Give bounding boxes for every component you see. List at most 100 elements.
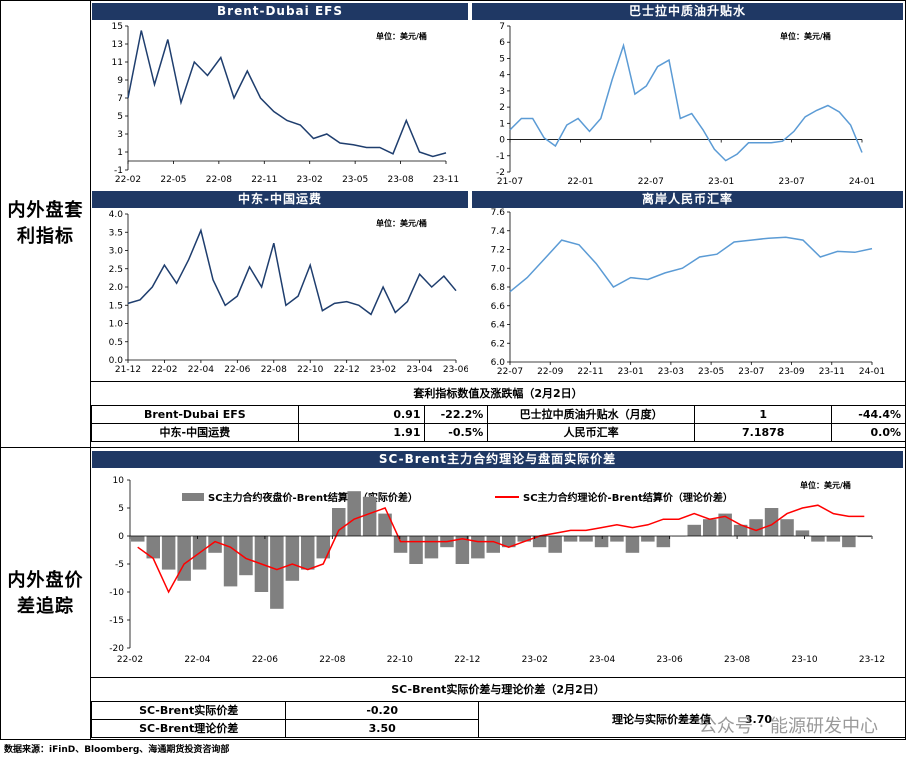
x-tick-label: 23-04 [406, 365, 432, 375]
y-tick-label: 13 [112, 40, 123, 50]
x-tick-label: 23-08 [387, 175, 413, 185]
x-tick-label: 23-06 [657, 655, 683, 665]
bar [486, 536, 500, 553]
y-tick-label: 3 [117, 130, 123, 140]
table-cell: 1.91 [297, 423, 426, 442]
x-tick-label: 23-09 [778, 367, 804, 377]
sc-chart: -20 -15 -10 -5 0 5 10 22-02 22-04 22-06 22-08 22-10… [109, 476, 885, 665]
bar [625, 536, 640, 553]
bar [270, 536, 284, 609]
basrah-chart: -2 -1 0 1 2 3 4 5 6 7 21-07 22-01 22-07 23-01 23-07 24-… [496, 22, 875, 187]
basrah-unit-label: 单位：美元/桶 [780, 32, 831, 41]
spread-table: SC-Brent实际价差 -0.20 理论与实际价差差值 3.70 SC-Bre… [90, 701, 906, 738]
x-tick-label: 22-10 [387, 655, 413, 665]
y-tick-label: -5 [115, 560, 124, 570]
y-tick-label: 5 [118, 504, 124, 514]
bar [347, 491, 361, 536]
x-tick-label: 23-07 [779, 177, 805, 187]
y-tick-label: 9 [117, 76, 123, 86]
watermark: 公众号 · 能源研发中心 [698, 716, 878, 737]
y-tick-label: 7 [117, 94, 123, 104]
sc-legend-line-label: SC主力合约理论价-Brent结算价（理论价差） [523, 493, 733, 504]
x-tick-label: 23-02 [370, 365, 396, 375]
y-tick-label: 1.5 [109, 301, 123, 311]
bar [641, 536, 655, 542]
bar [455, 536, 470, 564]
x-tick-label: 22-11 [251, 175, 277, 185]
table-cell: -22.2% [424, 405, 489, 424]
y-tick-label: 7.0 [491, 264, 506, 274]
bar [177, 536, 191, 581]
y-tick-label: 1 [499, 119, 505, 129]
x-tick-label: 22-05 [160, 175, 186, 185]
y-tick-label: 0 [499, 136, 505, 146]
section-label-spread-text: 内外盘价 差追踪 [7, 570, 84, 617]
bar [780, 519, 794, 536]
x-tick-label: 22-12 [334, 365, 360, 375]
y-tick-label: 6.8 [491, 283, 506, 293]
y-tick-label: 7.2 [491, 246, 505, 256]
efs-unit-label: 单位：美元/桶 [376, 32, 427, 41]
x-tick-label: 22-08 [319, 655, 345, 665]
table-cell: 1 [694, 405, 833, 424]
arbitrage-table: Brent-Dubai EFS 0.91 -22.2% 巴士拉中质油升贴水（月度… [91, 405, 906, 442]
bar [393, 536, 408, 553]
y-tick-label: 2.0 [109, 283, 124, 293]
table-cell: -0.20 [285, 701, 480, 720]
x-tick-label: 22-09 [537, 367, 563, 377]
bar [517, 536, 531, 542]
x-tick-label: 23-10 [791, 655, 817, 665]
table-cell: SC-Brent理论价差 [90, 719, 287, 738]
y-tick-label: 0 [118, 532, 124, 542]
bar [610, 536, 624, 542]
freight-chart-title: 中东-中国运费 [92, 191, 468, 208]
basrah-chart-title: 巴士拉中质油升贴水 [472, 3, 903, 20]
freight-chart: 0.0 0.5 1.0 1.5 2.0 2.5 3.0 3.5 4.0 21-12 22-02 22-… [109, 210, 468, 375]
y-tick-label: 6.6 [491, 302, 506, 312]
x-tick-label: 22-07 [638, 177, 664, 187]
y-tick-label: 7.6 [491, 208, 506, 218]
section-label-arbitrage: 内外盘套 利指标 [1, 0, 90, 447]
section-divider [0, 447, 906, 448]
x-tick-label: 22-10 [297, 365, 323, 375]
freight-unit-label: 单位：美元/桶 [376, 219, 427, 228]
x-tick-label: 23-02 [522, 655, 548, 665]
bar [733, 524, 748, 536]
y-tick-label: 5 [499, 54, 505, 64]
x-tick-label: 22-12 [454, 655, 480, 665]
sc-legend-bar-label: SC主力合约夜盘价-Brent结算价（实际价差） [208, 493, 418, 504]
table-cell: 7.1878 [694, 423, 833, 442]
x-tick-label: 22-01 [567, 177, 593, 187]
table2-title: SC-Brent实际价差与理论价差（2月2日） [391, 683, 605, 696]
x-tick-label: 21-12 [115, 365, 141, 375]
x-tick-label: 24-01 [859, 367, 885, 377]
x-tick-label: 23-01 [618, 367, 644, 377]
y-tick-label: 15 [112, 22, 123, 32]
bar [502, 536, 516, 548]
y-tick-label: 0.5 [109, 338, 123, 348]
table-row: 中东-中国运费 1.91 -0.5% 人民币汇率 7.1878 0.0% [91, 423, 906, 442]
series-line [509, 42, 863, 162]
series-line [509, 236, 873, 293]
bar [749, 519, 763, 536]
bar [563, 536, 578, 542]
sc-legend-line-swatch [495, 495, 519, 498]
table-cell: 理论与实际价差差值 3.70 [478, 701, 906, 738]
bar [579, 536, 593, 542]
x-tick-label: 22-02 [115, 175, 141, 185]
bar [378, 513, 392, 536]
y-tick-label: 6.2 [491, 339, 505, 349]
bar [532, 536, 547, 548]
table-cell: 0.0% [831, 423, 906, 442]
x-tick-label: 23-12 [859, 655, 885, 665]
x-tick-label: 23-06 [443, 365, 468, 375]
x-tick-label: 22-06 [224, 365, 250, 375]
y-tick-label: 3.5 [109, 228, 123, 238]
x-tick-label: 22-06 [252, 655, 278, 665]
x-tick-label: 24-01 [849, 177, 875, 187]
bar [795, 530, 810, 536]
y-tick-label: 6.4 [491, 321, 506, 331]
x-tick-label: 22-02 [151, 365, 177, 375]
y-tick-label: 2.5 [109, 265, 123, 275]
bar [208, 536, 222, 553]
